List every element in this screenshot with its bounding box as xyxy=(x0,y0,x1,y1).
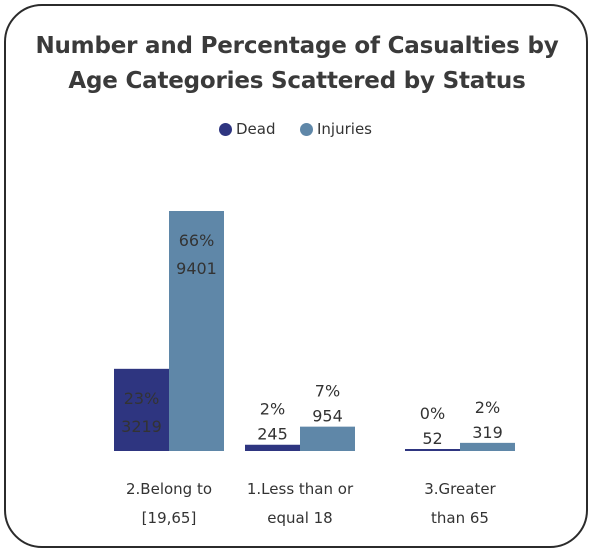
legend-label-dead: Dead xyxy=(236,120,276,138)
category-label-0-line-1: [19,65] xyxy=(142,509,197,527)
data-label-percent-injuries-2: 2% xyxy=(475,398,500,417)
data-label-percent-dead-0: 23% xyxy=(124,389,160,408)
data-label-value-injuries-1: 954 xyxy=(312,407,343,426)
legend-label-injuries: Injuries xyxy=(317,120,372,138)
chart-title-line-1: Number and Percentage of Casualties by xyxy=(35,33,559,59)
legend-item-dead: Dead xyxy=(219,118,276,140)
category-label-0-line-0: 2.Belong to xyxy=(126,480,212,498)
legend-swatch-dead xyxy=(219,122,232,136)
bar-dead-0 xyxy=(114,368,169,451)
data-label-value-dead-0: 3219 xyxy=(121,417,162,436)
bar-dead-2 xyxy=(405,449,460,451)
data-label-value-injuries-2: 319 xyxy=(472,423,503,442)
bar-injuries-0 xyxy=(169,211,224,451)
category-label-1-line-1: equal 18 xyxy=(267,509,332,527)
data-label-percent-dead-1: 2% xyxy=(260,400,285,419)
data-label-value-dead-2: 52 xyxy=(422,429,442,448)
category-label-1-line-0: 1.Less than or xyxy=(247,480,354,498)
data-label-value-dead-1: 245 xyxy=(257,425,288,444)
chart-title-line-2: Age Categories Scattered by Status xyxy=(68,68,526,94)
legend-item-injuries: Injuries xyxy=(300,118,372,140)
category-label-2-line-0: 3.Greater xyxy=(424,480,496,498)
bar-injuries-2 xyxy=(460,442,515,451)
legend-swatch-injuries xyxy=(300,122,313,136)
category-label-2-line-1: than 65 xyxy=(431,509,489,527)
data-label-percent-injuries-1: 7% xyxy=(315,382,340,401)
chart-card xyxy=(4,4,588,548)
bar-dead-1 xyxy=(245,444,300,451)
data-label-value-injuries-0: 9401 xyxy=(176,259,217,278)
chart-legend: Dead Injuries xyxy=(0,118,594,140)
data-label-percent-dead-2: 0% xyxy=(420,404,445,423)
data-label-percent-injuries-0: 66% xyxy=(179,231,215,250)
bar-injuries-1 xyxy=(300,426,355,451)
